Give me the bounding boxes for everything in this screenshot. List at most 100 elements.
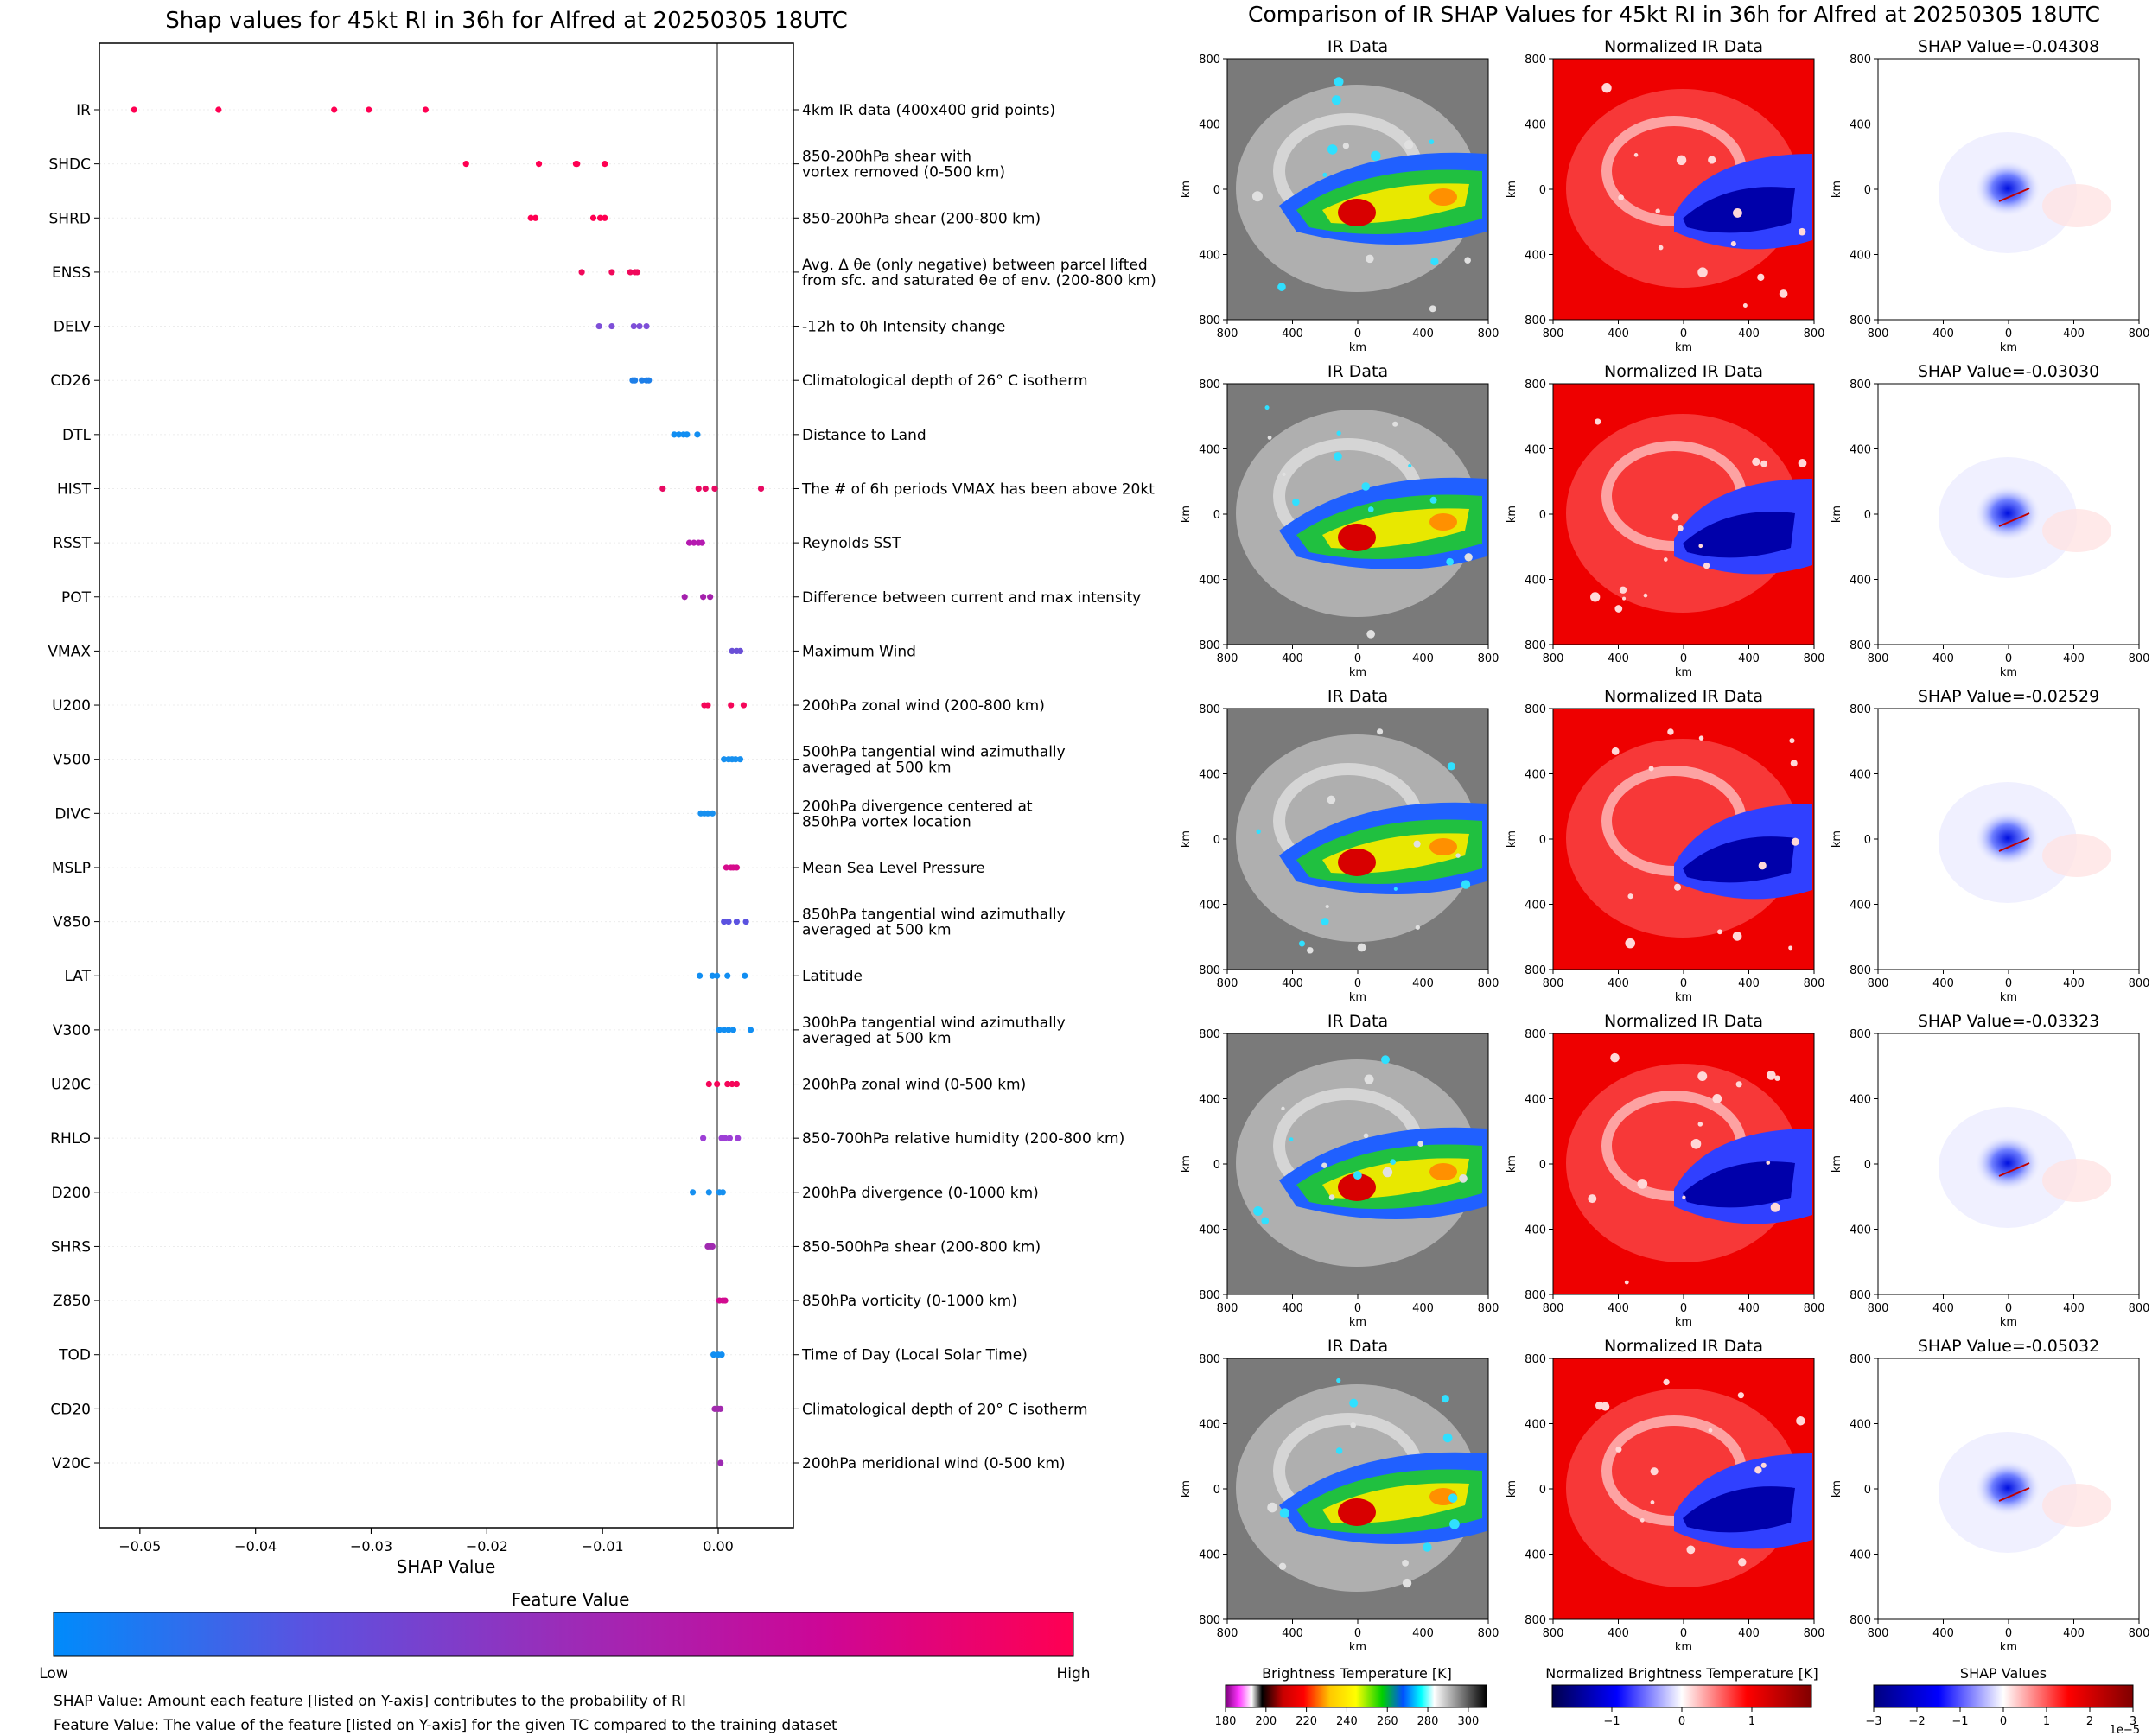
y-axis-label: km [1830,181,1843,198]
data-point [532,214,539,221]
feature-description: The # of 6h periods VMAX has been above … [801,480,1155,498]
colorbar-tick-label: −1 [1603,1715,1620,1728]
data-point [704,702,711,709]
norm-cloud-fleck [1779,289,1788,298]
data-point [757,485,765,493]
colorbar-high-label: High [1056,1665,1090,1682]
data-point [717,1459,724,1466]
norm-cold-core [1683,836,1795,883]
ir-cloud-fleck [1325,904,1329,909]
x-axis-label: km [1675,1641,1692,1654]
x-tick-label: 800 [1478,652,1499,665]
panel-title: Normalized IR Data [1604,1012,1763,1031]
data-point [574,161,581,168]
x-tick-label: 400 [1412,652,1434,665]
y-tick-label: 400 [1199,1094,1220,1107]
normalized-ir-panel: Normalized IR Data8008004004000040040080… [1506,362,1824,679]
data-point [646,377,653,384]
ir-cloud-fleck [1321,1162,1327,1168]
shap-map-panel: SHAP Value=-0.05032800800400400004004008… [1830,1337,2149,1654]
colorbar-tick-label: 2 [2086,1715,2093,1728]
ir-cloud-fleck [1461,880,1471,889]
ir-core [1338,524,1376,551]
y-tick-label: 400 [1850,1419,1871,1432]
y-tick-label: 0 [1213,184,1220,197]
ir-cloud-fleck [1342,143,1350,149]
norm-cloud-fleck [1682,1195,1686,1199]
feature-description: 200hPa meridional wind (0-500 km) [802,1455,1066,1472]
shap-map-panel: SHAP Value=-0.03323800800400400004004008… [1830,1012,2149,1329]
ir-core-secondary [1429,1163,1457,1180]
norm-cloud-fleck [1758,862,1767,870]
norm-cloud-fleck [1633,153,1639,157]
feature-row-v500: V500 500hPa tangential wind azimuthallyav… [53,744,1066,777]
shap-map-panel: SHAP Value=-0.02529800800400400004004008… [1830,687,2149,1004]
panel-title: Normalized IR Data [1604,37,1763,56]
norm-cloud-fleck [1673,883,1682,891]
y-tick-label: 400 [1525,1549,1546,1562]
ir-cloud-fleck [1321,918,1329,926]
panel-title: SHAP Value=-0.05032 [1918,1337,2099,1356]
norm-cloud-fleck [1697,267,1708,277]
data-point [691,539,697,546]
ir-cloud-fleck [1357,943,1366,952]
ir-cloud-fleck [1402,1559,1409,1567]
ir-cloud-fleck [1382,1167,1393,1178]
image-grid: IR Data80080040040000400400800800kmkmNor… [1180,37,2149,1654]
norm-cloud-fleck [1796,1416,1805,1426]
feature-label: CD26 [50,372,91,390]
y-axis-label: km [1830,1480,1843,1498]
x-tick-label: 0 [2005,977,2012,990]
ir-cloud-fleck [1449,1518,1460,1529]
ir-cloud-fleck [1261,1217,1270,1225]
panel-title: IR Data [1327,1337,1388,1356]
x-tick-label: 0.00 [703,1538,734,1555]
y-tick-label: 400 [1850,769,1871,782]
feature-label: RHLO [50,1130,91,1148]
ir-cloud-fleck [1392,421,1398,427]
norm-cloud-fleck [1752,457,1760,467]
data-point [643,322,650,330]
y-tick-label: 400 [1850,575,1871,588]
y-tick-label: 800 [1199,1614,1220,1627]
data-point [700,594,707,601]
x-tick-label: 800 [1804,1627,1825,1640]
panel-title: IR Data [1327,1012,1388,1031]
ir-cloud-fleck [1447,762,1455,771]
ir-cloud-fleck [1334,77,1344,87]
data-point [714,972,721,979]
data-point [722,1297,729,1304]
y-axis-label: km [1180,181,1193,198]
data-point [630,322,637,330]
shap-positive-area [2042,1484,2111,1527]
ir-cloud-fleck [1455,853,1461,858]
norm-cloud-fleck [1595,418,1601,425]
norm-cloud-fleck [1615,1446,1622,1453]
y-tick-label: 0 [1864,1159,1871,1172]
ir-cloud-fleck [1448,1493,1458,1503]
colorbar-tick-label: 220 [1296,1715,1317,1728]
data-point [700,1135,707,1141]
feature-row-cd26: CD26 Climatological depth of 26° C isothe… [50,372,1087,390]
norm-cloud-fleck [1627,893,1633,900]
feature-description: Latitude [802,968,863,985]
shap-positive-streak [1998,188,2030,202]
norm-cloud-fleck [1737,1392,1744,1399]
colorbar-tick-label: −2 [1908,1715,1925,1728]
data-point [627,269,634,276]
data-point [422,106,430,113]
data-point [702,485,709,493]
y-tick-label: 0 [1213,1484,1220,1497]
norm-cloud-fleck [1790,760,1798,767]
y-tick-label: 400 [1525,444,1546,457]
ir-cloud-fleck [1279,1508,1289,1518]
x-axis-label: km [2000,1641,2017,1654]
y-tick-label: 400 [1850,444,1871,457]
y-tick-label: 400 [1525,769,1546,782]
feature-description: 850-500hPa shear (200-800 km) [802,1238,1041,1256]
x-tick-label: 400 [2063,327,2085,340]
panel-title: Normalized IR Data [1604,1337,1763,1356]
norm-cloud-fleck [1611,747,1620,755]
norm-cloud-fleck [1767,1071,1776,1080]
